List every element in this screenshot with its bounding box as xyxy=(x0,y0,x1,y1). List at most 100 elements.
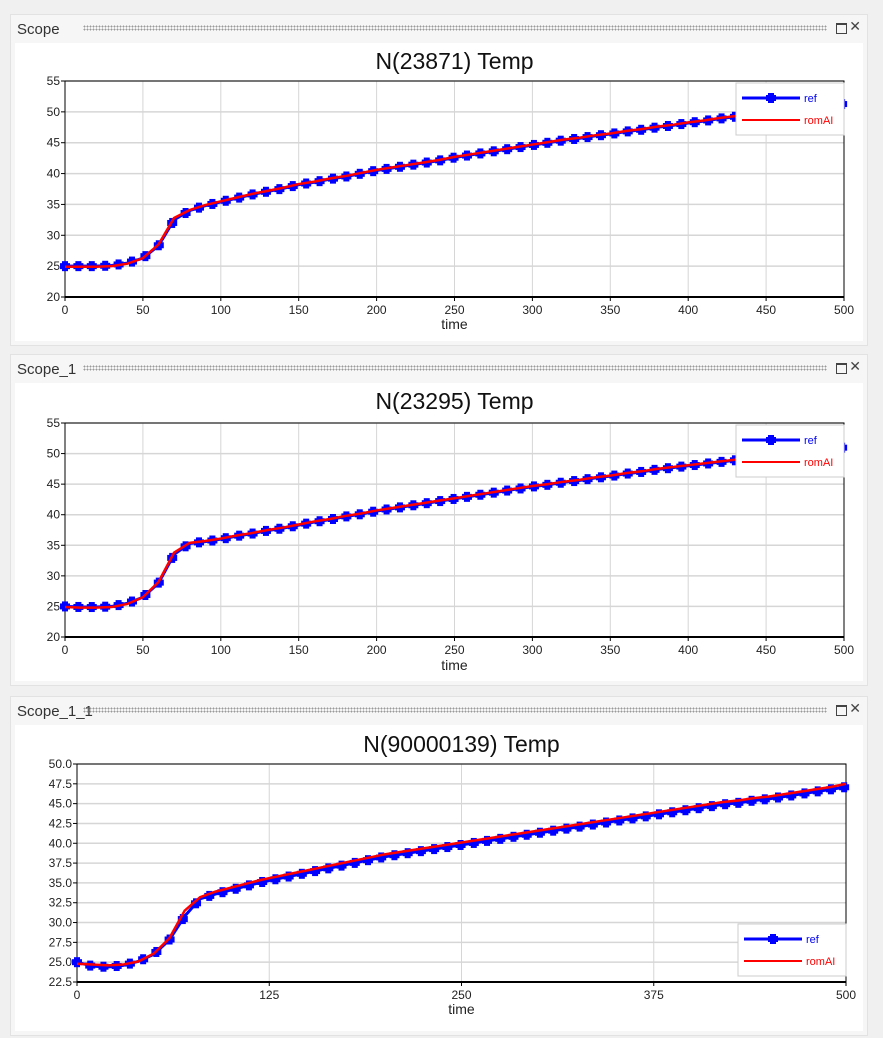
x-tick-label: 250 xyxy=(444,643,464,657)
data-point-ref xyxy=(217,887,228,898)
x-tick-label: 150 xyxy=(289,303,309,317)
legend-label-romAI: romAI xyxy=(804,457,833,469)
y-tick-label: 35 xyxy=(47,197,61,211)
data-point-ref xyxy=(680,805,691,816)
data-point-ref xyxy=(243,880,254,891)
legend-box xyxy=(735,82,845,136)
series-line-romAI xyxy=(65,101,845,269)
legend-box xyxy=(735,424,845,478)
x-tick-label: 300 xyxy=(522,303,542,317)
data-point-ref xyxy=(310,866,321,877)
data-point-ref xyxy=(72,957,82,968)
scope-panel-2: Scope_1 ✕ N(23295) Temp 0 50 100 150 200 250 30… xyxy=(10,354,868,686)
close-icon[interactable]: ✕ xyxy=(849,358,861,374)
legend-label-romAI: romAI xyxy=(806,956,835,968)
x-tick-label: 400 xyxy=(678,643,698,657)
y-tick-label: 55 xyxy=(47,74,61,88)
data-point-ref xyxy=(799,788,810,799)
x-tick-label: 150 xyxy=(289,643,309,657)
y-tick-label: 50 xyxy=(47,105,61,119)
data-point-ref xyxy=(627,813,638,824)
data-point-ref xyxy=(614,815,625,826)
legend: ref romAI xyxy=(735,82,845,136)
chart-title: N(23295) Temp xyxy=(375,388,533,414)
x-tick-label: 50 xyxy=(136,303,150,317)
series-line-romAI xyxy=(76,782,847,967)
data-point-ref xyxy=(177,914,188,925)
chart-svg: N(90000139) Temp 0 125 250 375 500 22.5 25.0 27.… xyxy=(49,731,857,1017)
y-tick-label: 25.0 xyxy=(49,955,73,969)
maximize-icon[interactable] xyxy=(836,705,847,716)
data-point-ref xyxy=(336,860,347,871)
data-point-ref xyxy=(812,786,823,797)
y-tick-label: 55 xyxy=(47,416,61,430)
y-tick-label: 30 xyxy=(47,228,61,242)
legend-label-ref: ref xyxy=(806,934,820,946)
y-tick-label: 27.5 xyxy=(49,935,73,949)
x-tick-label: 0 xyxy=(74,988,81,1002)
data-point-ref xyxy=(362,855,373,866)
data-point-ref xyxy=(534,827,545,838)
chart-area: N(90000139) Temp 0 125 250 375 500 22.5 25.0 27.… xyxy=(15,725,863,1031)
close-icon[interactable]: ✕ xyxy=(849,700,861,716)
maximize-icon[interactable] xyxy=(836,23,847,34)
y-tick-label: 40 xyxy=(47,508,61,522)
panel-header[interactable]: Scope_1_1 ✕ xyxy=(11,697,867,723)
data-point-ref xyxy=(283,871,294,882)
data-point-ref xyxy=(521,829,532,840)
x-axis-label: time xyxy=(441,316,468,332)
x-tick-label: 500 xyxy=(834,643,854,657)
panel-header[interactable]: Scope ✕ xyxy=(11,15,867,41)
data-point-ref xyxy=(270,874,281,885)
data-point-ref xyxy=(667,807,678,818)
x-tick-label: 250 xyxy=(444,303,464,317)
data-point-ref xyxy=(376,852,387,863)
legend-marker xyxy=(768,435,774,445)
x-tick-label: 350 xyxy=(600,643,620,657)
y-tick-label: 20 xyxy=(47,630,61,644)
scope-panel-1: Scope ✕ N(23871) Temp 0 50 100 150 200 250 300 3… xyxy=(10,14,868,346)
chart-area: N(23295) Temp 0 50 100 150 200 250 300 350 400 450… xyxy=(15,383,863,681)
data-point-ref xyxy=(746,795,757,806)
data-point-ref xyxy=(786,790,797,801)
close-icon[interactable]: ✕ xyxy=(849,18,861,34)
x-tick-label: 200 xyxy=(367,303,387,317)
x-tick-label: 100 xyxy=(211,643,231,657)
x-tick-label: 350 xyxy=(600,303,620,317)
x-tick-label: 50 xyxy=(136,643,150,657)
drag-grip[interactable] xyxy=(83,707,827,713)
data-point-ref xyxy=(191,898,202,909)
chart-area: N(23871) Temp 0 50 100 150 200 250 300 350 400 450… xyxy=(15,43,863,341)
data-point-ref xyxy=(825,784,836,795)
data-point-ref xyxy=(204,890,215,901)
legend-box xyxy=(737,923,847,977)
data-point-ref xyxy=(349,857,360,868)
x-tick-label: 500 xyxy=(836,988,856,1002)
legend-marker xyxy=(768,93,774,103)
y-tick-label: 22.5 xyxy=(49,975,73,989)
chart-title: N(23871) Temp xyxy=(375,48,533,74)
drag-grip[interactable] xyxy=(83,365,827,371)
data-point-ref xyxy=(60,601,70,612)
data-point-ref xyxy=(296,868,307,879)
y-tick-label: 45.0 xyxy=(49,797,73,811)
data-point-ref xyxy=(402,848,413,859)
data-point-ref xyxy=(257,876,268,887)
data-point-ref xyxy=(482,835,493,846)
data-point-ref xyxy=(653,809,664,820)
x-tick-label: 300 xyxy=(522,643,542,657)
data-point-ref xyxy=(429,844,440,855)
data-point-ref xyxy=(323,863,334,874)
data-point-ref xyxy=(759,794,770,805)
y-tick-label: 25 xyxy=(47,599,61,613)
drag-grip[interactable] xyxy=(83,25,827,31)
y-tick-label: 30.0 xyxy=(49,916,73,930)
legend: ref romAI xyxy=(735,424,845,478)
y-tick-label: 30 xyxy=(47,569,61,583)
panel-header[interactable]: Scope_1 ✕ xyxy=(11,355,867,381)
data-point-ref xyxy=(601,817,612,828)
legend-marker xyxy=(770,934,776,944)
maximize-icon[interactable] xyxy=(836,363,847,374)
x-tick-label: 250 xyxy=(451,988,471,1002)
chart-svg: N(23295) Temp 0 50 100 150 200 250 300 350 400 450… xyxy=(47,388,855,673)
